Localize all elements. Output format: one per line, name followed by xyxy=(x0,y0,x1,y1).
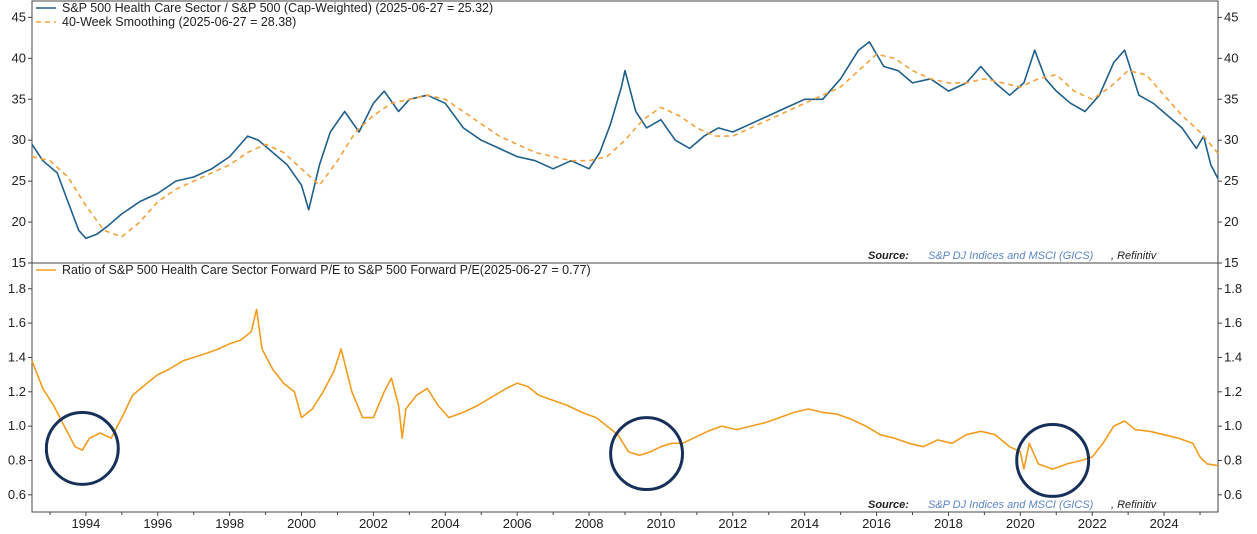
bottom-legend: Ratio of S&P 500 Health Care Sector Forw… xyxy=(36,263,591,277)
bottom-xtick-label-11: 2016 xyxy=(862,516,891,531)
bottom-highlight-circle-2 xyxy=(1015,423,1091,498)
top-ytick-right-label-5: 40 xyxy=(1224,50,1238,65)
bottom-source-text: S&P DJ Indices and MSCI (GICS) xyxy=(928,499,1094,511)
bottom-xtick-label-6: 2006 xyxy=(503,516,532,531)
top-ytick-left-label-1: 20 xyxy=(12,214,26,229)
top-legend-label-1: 40-Week Smoothing (2025-06-27 = 28.38) xyxy=(62,15,296,29)
top-series-40-week-smoothing-line xyxy=(31,53,1219,238)
top-ytick-left-label-3: 30 xyxy=(12,132,26,147)
top-plot-frame xyxy=(31,0,1219,264)
bottom-highlight-circle-0 xyxy=(44,411,120,486)
bottom-series-forward-pe-ratio-line xyxy=(31,308,1219,470)
bottom-legend-label-0: Ratio of S&P 500 Health Care Sector Forw… xyxy=(62,263,591,277)
top-legend-label-0: S&P 500 Health Care Sector / S&P 500 (Ca… xyxy=(62,1,493,15)
bottom-yticks-left: 0.6 0.8 1.0 1.2 1.4 1.6 1.8 xyxy=(8,281,32,502)
top-ytick-left-label-6: 45 xyxy=(12,9,26,24)
bottom-ytick-left-label-0: 0.6 xyxy=(8,487,26,502)
bottom-xtick-label-12: 2018 xyxy=(934,516,963,531)
bottom-ytick-left-label-5: 1.6 xyxy=(8,315,26,330)
bottom-source: Source: S&P DJ Indices and MSCI (GICS) ,… xyxy=(868,499,1158,511)
bottom-xtick-label-3: 2000 xyxy=(287,516,316,531)
bottom-yticks-right: 0.6 0.8 1.0 1.2 1.4 1.6 1.8 xyxy=(1218,281,1242,502)
top-ytick-left-label-0: 15 xyxy=(12,255,26,270)
top-series-health-care-relative-line xyxy=(31,41,1219,240)
top-source-text: S&P DJ Indices and MSCI (GICS) xyxy=(928,250,1094,262)
bottom-xtick-label-8: 2010 xyxy=(646,516,675,531)
bottom-xtick-label-0: 1994 xyxy=(71,516,100,531)
top-source: Source: S&P DJ Indices and MSCI (GICS) ,… xyxy=(868,250,1158,262)
bottom-source-label: Source: xyxy=(868,499,909,511)
bottom-ytick-right-label-4: 1.4 xyxy=(1224,349,1242,364)
bottom-ytick-left-label-3: 1.2 xyxy=(8,384,26,399)
bottom-ytick-right-label-5: 1.6 xyxy=(1224,315,1242,330)
bottom-xtick-label-2: 1998 xyxy=(215,516,244,531)
bottom-xticks: 1994 1996 1998 2000 2002 2004 2006 2008 2010 2012… xyxy=(49,512,1201,531)
bottom-xtick-label-5: 2004 xyxy=(431,516,460,531)
bottom-ytick-left-label-1: 0.8 xyxy=(8,452,26,467)
bottom-plot-frame xyxy=(31,262,1219,513)
top-legend: S&P 500 Health Care Sector / S&P 500 (Ca… xyxy=(36,1,493,29)
top-ytick-right-label-3: 30 xyxy=(1224,132,1238,147)
top-ytick-right-label-4: 35 xyxy=(1224,91,1238,106)
bottom-xtick-label-7: 2008 xyxy=(575,516,604,531)
top-ytick-left-label-5: 40 xyxy=(12,50,26,65)
bottom-xtick-label-9: 2012 xyxy=(718,516,747,531)
bottom-ytick-left-label-4: 1.4 xyxy=(8,349,26,364)
bottom-ytick-right-label-1: 0.8 xyxy=(1224,452,1242,467)
bottom-xtick-label-1: 1996 xyxy=(143,516,172,531)
bottom-xtick-label-14: 2022 xyxy=(1078,516,1107,531)
bottom-xtick-label-13: 2020 xyxy=(1006,516,1035,531)
top-ytick-right-label-1: 20 xyxy=(1224,214,1238,229)
bottom-ytick-right-label-3: 1.2 xyxy=(1224,384,1242,399)
bottom-panel: 0.6 0.8 1.0 1.2 1.4 1.6 1.8 0.6 0.8 1.0 1.2 1.4 1.6… xyxy=(8,262,1242,531)
bottom-ytick-right-label-2: 1.0 xyxy=(1224,418,1242,433)
bottom-ytick-right-label-6: 1.8 xyxy=(1224,281,1242,296)
bottom-highlight-circle-1 xyxy=(609,416,685,492)
bottom-ytick-right-label-0: 0.6 xyxy=(1224,487,1242,502)
top-yticks-right: 15 20 25 30 35 40 45 xyxy=(1218,9,1238,270)
top-source-suffix: , Refinitiv xyxy=(1111,250,1158,262)
top-ytick-right-label-2: 25 xyxy=(1224,173,1238,188)
top-ytick-left-label-2: 25 xyxy=(12,173,26,188)
bottom-ytick-left-label-6: 1.8 xyxy=(8,281,26,296)
top-yticks-left: 15 20 25 30 35 40 45 xyxy=(12,9,32,270)
bottom-xtick-label-15: 2024 xyxy=(1150,516,1179,531)
bottom-xtick-label-4: 2002 xyxy=(359,516,388,531)
top-ytick-left-label-4: 35 xyxy=(12,91,26,106)
bottom-ytick-left-label-2: 1.0 xyxy=(8,418,26,433)
bottom-annotations xyxy=(44,411,1091,498)
top-ytick-right-label-6: 45 xyxy=(1224,9,1238,24)
top-panel: 15 20 25 30 35 40 45 15 20 25 30 35 40 45 S&P 500 He… xyxy=(12,0,1238,270)
top-ytick-right-label-0: 15 xyxy=(1224,255,1238,270)
bottom-xtick-label-10: 2014 xyxy=(790,516,819,531)
top-source-label: Source: xyxy=(868,250,909,262)
bottom-source-suffix: , Refinitiv xyxy=(1111,499,1158,511)
